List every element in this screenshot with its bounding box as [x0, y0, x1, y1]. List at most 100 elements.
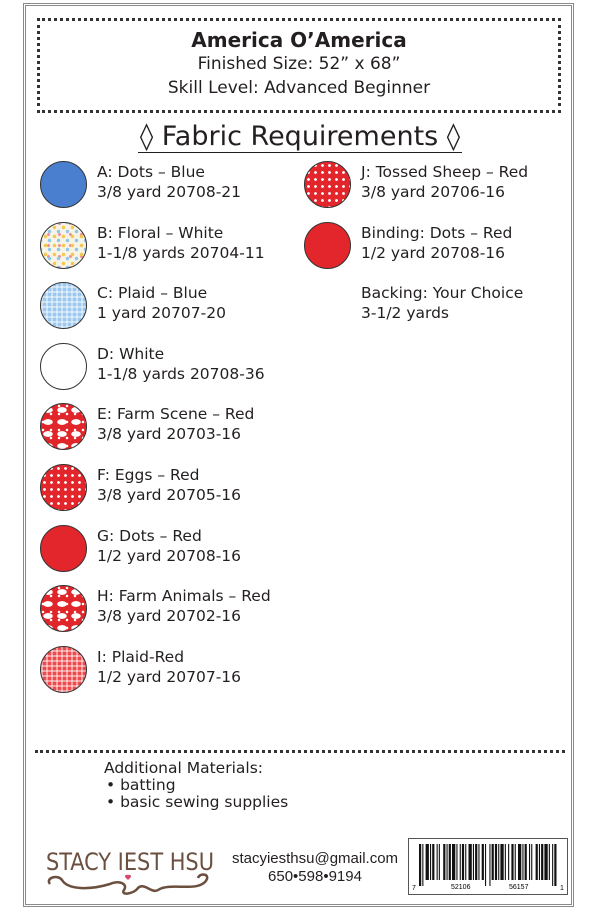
- fabric-name: G: Dots – Red: [97, 526, 202, 545]
- barcode-bar: [544, 844, 548, 880]
- heart-icon: [124, 874, 132, 880]
- fabric-text: H: Farm Animals – Red 3/8 yard 20702-16: [97, 586, 271, 626]
- additional-heading: Additional Materials:: [104, 759, 264, 777]
- fabric-text: G: Dots – Red 1/2 yard 20708-16: [97, 526, 241, 566]
- flourish-icon: [47, 873, 209, 895]
- fabric-name: H: Farm Animals – Red: [97, 587, 271, 606]
- fabric-item: H: Farm Animals – Red 3/8 yard 20702-16: [40, 585, 271, 633]
- designer-logo: STACY IEST HSU: [46, 848, 214, 895]
- fabric-detail: 1/2 yard 20708-16: [361, 243, 506, 262]
- barcode-bar: [518, 844, 522, 880]
- barcode-bar: [524, 844, 527, 880]
- fabric-swatch: [40, 403, 87, 451]
- barcode-bar: [500, 844, 504, 880]
- fabric-swatch: [40, 464, 87, 511]
- barcode-bar: [475, 844, 478, 880]
- fabric-detail: 1-1/8 yards 20704-11: [97, 243, 265, 262]
- barcode-bar: [461, 844, 465, 880]
- fabric-detail: 3/8 yard 20708-21: [97, 183, 242, 201]
- email: stacyiesthsu@gmail.com: [231, 850, 399, 867]
- barcode-bar: [494, 844, 498, 880]
- fabric-item: Binding: Dots – Red 1/2 yard 20708-16: [304, 221, 512, 269]
- fabric-text: Binding: Dots – Red 1/2 yard 20708-16: [361, 223, 512, 263]
- barcode-bar: [446, 844, 448, 880]
- fabric-name: C: Plaid – Blue: [97, 284, 208, 303]
- fabric-item: C: Plaid – Blue 1 yard 20707-20: [40, 282, 226, 330]
- fabric-item: I: Plaid-Red 1/2 yard 20707-16: [40, 645, 241, 693]
- barcode-bar: [422, 844, 424, 886]
- fabric-text: F: Eggs – Red 3/8 yard 20705-16: [97, 465, 241, 505]
- fabric-detail: 3/8 yard 20705-16: [97, 486, 242, 504]
- barcode-bar: [481, 844, 484, 880]
- fabric-text: I: Plaid-Red 1/2 yard 20707-16: [97, 647, 241, 687]
- additional-materials: Additional Materials: • batting • basic …: [104, 760, 288, 811]
- barcode-bar: [485, 844, 487, 886]
- pattern-title: America O’America: [191, 28, 407, 52]
- skill-level: Skill Level: Advanced Beginner: [167, 78, 431, 98]
- fabric-item: E: Farm Scene – Red 3/8 yard 20703-16: [40, 403, 254, 451]
- fabric-swatch: [40, 161, 87, 208]
- fabric-text: B: Floral – White 1-1/8 yards 20704-11: [97, 223, 265, 263]
- fabric-requirements-heading: ◊ Fabric Requirements ◊: [0, 121, 600, 153]
- fabric-detail: 1-1/8 yards 20708-36: [97, 364, 265, 383]
- page-border: [23, 3, 574, 907]
- fabric-text: E: Farm Scene – Red 3/8 yard 20703-16: [97, 404, 254, 444]
- barcode-bar: [538, 844, 540, 880]
- fabric-text: C: Plaid – Blue 1 yard 20707-20: [97, 283, 226, 323]
- barcode-bar: [432, 844, 435, 880]
- barcode-bar: [419, 844, 422, 886]
- material-item: • batting: [106, 776, 176, 794]
- fabric-swatch: [40, 342, 87, 390]
- fabric-text: D: White 1-1/8 yards 20708-36: [97, 344, 265, 384]
- barcode-bar: [522, 844, 524, 880]
- barcode-digits: 56157: [509, 884, 529, 891]
- contact-info: stacyiesthsu@gmail.com 650•598•9194: [225, 850, 405, 886]
- barcode-bar: [472, 844, 474, 880]
- fabric-requirements-text: ◊ Fabric Requirements ◊: [137, 121, 463, 153]
- barcode-bar: [436, 844, 438, 880]
- fabric-detail: 1/2 yard 20708-16: [97, 546, 242, 565]
- barcode-bar: [552, 844, 554, 886]
- fabric-swatch: [40, 282, 87, 330]
- fabric-swatch: [304, 161, 351, 208]
- fabric-name: E: Farm Scene – Red: [97, 405, 255, 424]
- barcode-bar: [529, 844, 531, 880]
- barcode-bar: [468, 844, 472, 880]
- fabric-swatch: [40, 645, 87, 693]
- barcode-bar: [443, 844, 446, 880]
- fabric-name: A: Dots – Blue: [97, 163, 205, 181]
- fabric-item: A: Dots – Blue 3/8 yard 20708-21: [40, 161, 241, 208]
- fabric-item: G: Dots – Red 1/2 yard 20708-16: [40, 524, 241, 572]
- fabric-swatch: [304, 221, 351, 269]
- barcode-bar: [489, 844, 491, 886]
- fabric-name: Binding: Dots – Red: [361, 223, 513, 242]
- barcode-bar: [478, 844, 480, 880]
- fabric-item: J: Tossed Sheep – Red 3/8 yard 20706-16: [304, 161, 528, 208]
- fabric-name: I: Plaid-Red: [97, 647, 185, 666]
- barcode-digits: 7: [412, 885, 416, 892]
- barcode-bar: [504, 844, 506, 880]
- barcode-bar: [459, 844, 461, 880]
- fabric-detail: 3/8 yard 20706-16: [361, 183, 506, 201]
- barcode-bar: [548, 844, 550, 880]
- barcode-bar: [448, 844, 451, 880]
- fabric-detail: 3/8 yard 20702-16: [97, 607, 242, 626]
- barcode-bar: [425, 844, 429, 880]
- logo-text: STACY IEST HSU: [46, 848, 214, 876]
- barcode-bars: 7 52106 56157 1: [412, 844, 564, 892]
- fabric-item: Backing: Your Choice 3-1/2 yards: [361, 282, 523, 323]
- fabric-name: B: Floral – White: [97, 223, 224, 242]
- fabric-detail: 1 yard 20707-20: [97, 304, 226, 323]
- barcode-bar: [535, 844, 538, 880]
- barcode-bar: [508, 844, 510, 880]
- phone: 650•598•9194: [268, 868, 362, 885]
- barcode-bar: [531, 844, 533, 880]
- fabric-detail: 3/8 yard 20703-16: [97, 425, 242, 444]
- fabric-item: D: White 1-1/8 yards 20708-36: [40, 342, 265, 390]
- material-item: • basic sewing supplies: [106, 793, 289, 811]
- fabric-detail: 3-1/2 yards: [361, 304, 450, 323]
- barcode-bar: [491, 844, 494, 880]
- barcode-bar: [554, 844, 557, 886]
- fabric-name: J: Tossed Sheep – Red: [361, 163, 529, 181]
- dotted-divider: [35, 750, 565, 753]
